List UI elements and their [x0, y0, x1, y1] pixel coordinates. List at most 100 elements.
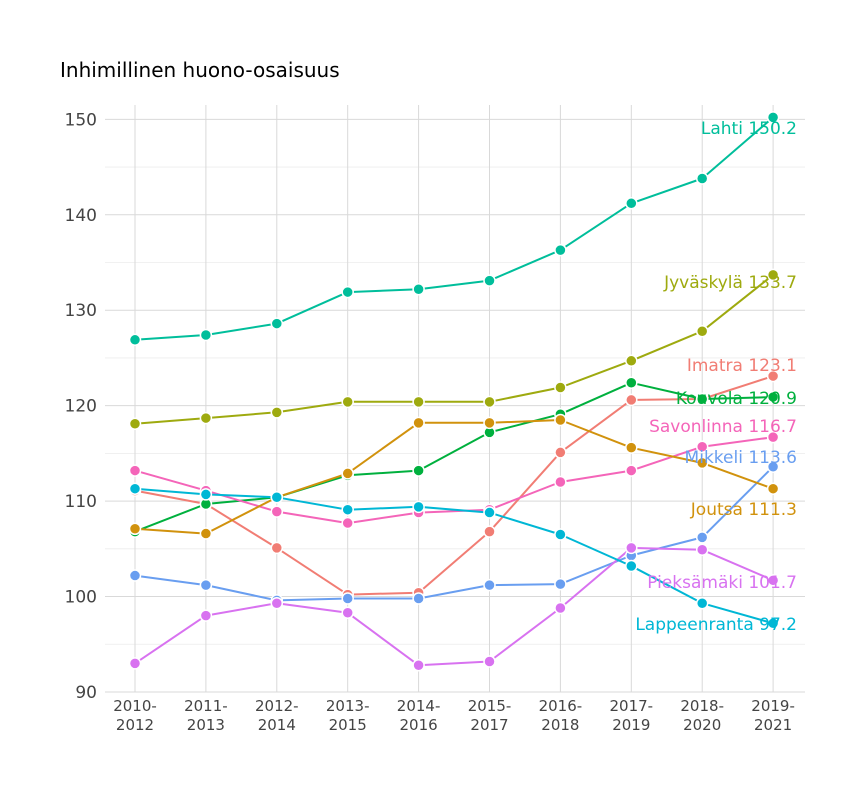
- data-point-lahti: [695, 172, 709, 185]
- data-point-jyv-skyl-: [483, 395, 496, 409]
- x-tick-label: 2014-2016: [397, 697, 441, 734]
- x-tick-label: 2016-2018: [539, 697, 583, 734]
- series-label-joutsa: Joutsa 111.3: [690, 500, 797, 520]
- data-point-lappeenranta: [554, 528, 567, 541]
- data-point-imatra: [554, 446, 567, 459]
- data-point-lahti: [483, 274, 496, 287]
- y-tick-label: 130: [65, 301, 97, 321]
- y-tick-label: 140: [65, 206, 97, 226]
- data-point-pieks-m-ki: [625, 541, 638, 555]
- data-point-mikkeli: [199, 578, 213, 592]
- data-point-pieks-m-ki: [341, 606, 354, 620]
- data-point-lahti: [270, 317, 284, 330]
- data-point-pieks-m-ki: [199, 609, 213, 622]
- series-label-mikkeli: Mikkeli 113.6: [685, 448, 797, 468]
- data-point-lahti: [766, 111, 780, 124]
- x-tick-label: 2011-2013: [184, 697, 228, 734]
- chart-title: Inhimillinen huono-osaisuus: [60, 58, 340, 82]
- series-label-lahti: Lahti 150.2: [701, 119, 797, 139]
- data-point-mikkeli: [695, 531, 709, 544]
- series-line-savonlinna: [134, 436, 774, 525]
- series-label-savonlinna: Savonlinna 116.7: [649, 417, 797, 437]
- data-point-lappeenranta: [766, 617, 780, 630]
- series-label-lappeenranta: Lappeenranta 97.2: [635, 615, 797, 635]
- data-point-savonlinna: [128, 464, 142, 477]
- data-point-kouvola: [695, 392, 709, 406]
- data-point-jyv-skyl-: [270, 406, 284, 419]
- data-point-savonlinna: [554, 475, 567, 489]
- data-point-imatra: [625, 393, 638, 407]
- data-point-lappeenranta: [695, 596, 709, 610]
- y-tick-label: 110: [65, 492, 97, 512]
- data-point-savonlinna: [766, 430, 780, 444]
- data-point-imatra: [270, 541, 284, 555]
- y-tick-label: 90: [75, 683, 97, 703]
- data-point-imatra: [483, 525, 496, 538]
- data-point-jyv-skyl-: [695, 324, 709, 338]
- data-point-lahti: [199, 328, 213, 342]
- data-point-lappeenranta: [625, 559, 638, 573]
- data-point-pieks-m-ki: [412, 659, 425, 672]
- data-point-lahti: [412, 282, 425, 296]
- data-point-savonlinna: [695, 440, 709, 453]
- data-point-jyv-skyl-: [625, 354, 638, 368]
- x-tick-label: 2015-2017: [468, 697, 512, 734]
- data-point-pieks-m-ki: [766, 574, 780, 587]
- data-point-joutsa: [483, 416, 496, 430]
- data-point-mikkeli: [341, 592, 354, 605]
- data-point-joutsa: [554, 413, 567, 427]
- data-point-lappeenranta: [341, 503, 354, 516]
- data-point-mikkeli: [766, 460, 780, 473]
- series-lines: [134, 116, 774, 667]
- data-point-lappeenranta: [412, 500, 425, 514]
- x-tick-label: 2018-2020: [680, 697, 724, 734]
- end-labels: Lahti 150.2 Jyväskylä 133.7 Imatra 123.1 Ko…: [635, 119, 797, 635]
- data-point-kouvola: [412, 464, 425, 477]
- x-tick-label: 2017-2019: [610, 697, 654, 734]
- data-point-jyv-skyl-: [554, 381, 567, 394]
- data-point-joutsa: [766, 482, 780, 495]
- x-tick-label: 2019-2021: [751, 697, 795, 734]
- data-point-joutsa: [412, 416, 425, 430]
- data-point-lappeenranta: [128, 482, 142, 495]
- data-point-joutsa: [128, 522, 142, 536]
- data-point-pieks-m-ki: [554, 601, 567, 615]
- data-point-pieks-m-ki: [695, 543, 709, 557]
- y-tick-label: 100: [65, 588, 97, 608]
- series-line-jyv-skyl-: [134, 274, 774, 425]
- data-point-imatra: [766, 369, 780, 383]
- data-point-jyv-skyl-: [199, 411, 213, 425]
- series-line-lahti: [134, 116, 774, 341]
- data-point-lappeenranta: [483, 506, 496, 519]
- series-label-pieks-m-ki: Pieksämäki 101.7: [647, 573, 797, 593]
- data-point-mikkeli: [412, 592, 425, 605]
- series-line-imatra: [134, 375, 774, 596]
- data-point-mikkeli: [554, 577, 567, 591]
- data-point-lahti: [341, 285, 354, 299]
- data-point-mikkeli: [483, 578, 496, 592]
- x-tick-label: 2010-2012: [113, 697, 157, 734]
- data-point-lahti: [625, 197, 638, 210]
- data-point-joutsa: [199, 527, 213, 540]
- series-label-jyv-skyl-: Jyväskylä 133.7: [663, 273, 797, 293]
- data-point-joutsa: [695, 456, 709, 470]
- series-points: [128, 111, 780, 672]
- data-point-lahti: [554, 243, 567, 257]
- y-axis: 90 100 110 120 130 140 150: [65, 110, 97, 703]
- data-point-jyv-skyl-: [766, 268, 780, 282]
- data-point-lappeenranta: [199, 488, 213, 501]
- data-point-joutsa: [625, 441, 638, 454]
- data-point-kouvola: [766, 390, 780, 404]
- x-tick-label: 2012-2014: [255, 697, 299, 734]
- data-point-pieks-m-ki: [483, 655, 496, 668]
- series-line-lappeenranta: [134, 487, 774, 625]
- data-point-mikkeli: [128, 569, 142, 582]
- data-point-pieks-m-ki: [270, 596, 284, 610]
- x-axis: 2010-2012 2011-2013 2012-2014 2013-2015 2014…: [113, 697, 795, 734]
- y-tick-label: 150: [65, 110, 97, 130]
- series-line-mikkeli: [134, 465, 774, 602]
- series-label-kouvola: Kouvola 120.9: [676, 389, 797, 409]
- series-label-imatra: Imatra 123.1: [687, 356, 797, 376]
- data-point-kouvola: [625, 376, 638, 390]
